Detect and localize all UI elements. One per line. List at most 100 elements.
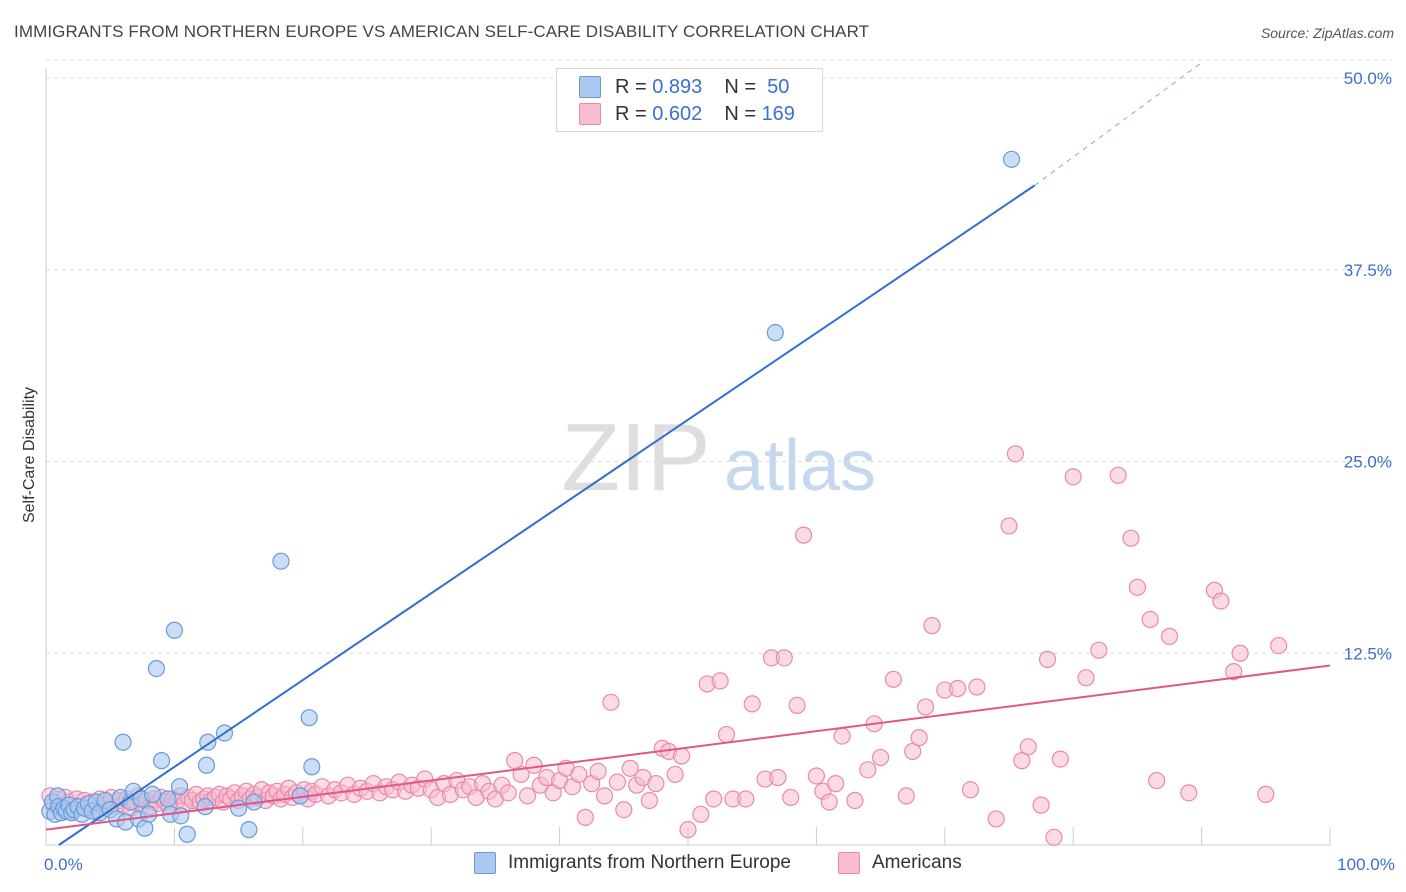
tick-labels: 12.5% 25.0% 37.5% 50.0% 0.0% 100.0% xyxy=(44,69,1395,874)
immigrants-point xyxy=(114,733,132,751)
americans-point xyxy=(782,788,800,807)
legend-n-value: 169 xyxy=(761,102,795,125)
americans-point xyxy=(1064,468,1082,486)
immigrants-point xyxy=(197,756,216,774)
americans-point xyxy=(576,808,594,826)
americans-point xyxy=(666,765,684,784)
legend-r-value: 0.602 xyxy=(652,102,703,125)
americans-point xyxy=(916,698,935,716)
americans-point xyxy=(1000,517,1018,535)
y-tick-label: 50.0% xyxy=(1344,69,1392,88)
americans-point xyxy=(679,821,697,839)
americans-point xyxy=(910,729,928,747)
immigrants-point xyxy=(766,324,784,342)
legend-n-label: N = xyxy=(724,102,756,125)
americans-point xyxy=(923,617,941,635)
americans-point xyxy=(833,727,851,745)
immigrants-point xyxy=(240,821,258,839)
americans-point xyxy=(1051,750,1069,768)
americans-point xyxy=(968,678,986,696)
chart-title: IMMIGRANTS FROM NORTHERN EUROPE VS AMERI… xyxy=(14,22,870,41)
stats-legend: R = 0.893 N = 50 R = 0.602 N = 169 xyxy=(556,68,823,132)
americans-point xyxy=(1109,466,1127,484)
immigrants-point xyxy=(165,621,183,639)
americans-point xyxy=(615,801,633,819)
americans-point xyxy=(1077,669,1095,687)
americans-point xyxy=(846,791,864,810)
legend-n-label: N = xyxy=(724,75,756,98)
legend-r-label: R = xyxy=(615,102,647,125)
immigrants-point xyxy=(1002,150,1021,168)
immigrants-point xyxy=(178,825,196,843)
americans-point xyxy=(1180,784,1198,802)
bottom-legend-americans: Americans xyxy=(838,852,962,874)
americans-point xyxy=(827,775,845,793)
americans-point xyxy=(1032,796,1050,814)
americans-point xyxy=(987,810,1005,828)
americans-point xyxy=(871,748,890,767)
americans-point xyxy=(1128,578,1147,596)
americans-point xyxy=(1160,627,1179,645)
americans-point xyxy=(1257,785,1275,803)
americans-point xyxy=(595,787,614,805)
immigrants-point xyxy=(196,798,214,816)
americans-point xyxy=(589,762,607,780)
grid-lines xyxy=(46,59,1392,654)
americans-point xyxy=(717,725,736,744)
americans-point xyxy=(499,784,517,802)
americans-point xyxy=(769,768,787,787)
americans-point xyxy=(570,765,588,784)
legend-swatch-blue xyxy=(579,76,601,98)
americans-point xyxy=(794,526,813,544)
americans-point xyxy=(705,790,723,808)
americans-point xyxy=(506,752,524,770)
immigrants-point xyxy=(140,805,158,823)
immigrants-point xyxy=(152,752,171,770)
americans-point xyxy=(961,781,980,799)
bottom-legend-immigrants: Immigrants from Northern Europe xyxy=(474,852,791,874)
y-tick-label: 12.5% xyxy=(1344,644,1392,663)
americans-point xyxy=(788,696,806,715)
immigrants-point xyxy=(230,799,248,817)
americans-point xyxy=(859,761,877,779)
americans-point xyxy=(737,790,755,808)
americans-point xyxy=(775,649,793,667)
x-tick-label: 0.0% xyxy=(44,855,83,874)
y-tick-label: 37.5% xyxy=(1344,261,1392,280)
americans-point xyxy=(1270,636,1288,655)
legend-swatch-pink xyxy=(579,103,601,125)
immigrants-point xyxy=(172,807,190,825)
y-tick-label: 25.0% xyxy=(1344,453,1392,472)
immigrants-trend-line xyxy=(58,184,1036,846)
americans-trend-line xyxy=(45,664,1331,831)
americans-point xyxy=(820,793,838,811)
americans-point xyxy=(897,787,915,805)
x-tick-label: 100.0% xyxy=(1337,855,1395,874)
immigrants-point xyxy=(159,790,177,808)
americans-point xyxy=(602,693,620,711)
immigrants-trend-extension xyxy=(1034,62,1202,186)
americans-point xyxy=(1006,445,1025,463)
americans-point xyxy=(1122,529,1140,547)
bottom-legend-label: Immigrants from Northern Europe xyxy=(508,852,791,873)
americans-point xyxy=(672,747,691,765)
americans-point xyxy=(518,787,537,805)
americans-point xyxy=(1090,641,1108,659)
americans-point xyxy=(711,672,729,690)
americans-point xyxy=(743,695,761,713)
americans-point xyxy=(904,742,922,761)
source-credit: Source: ZipAtlas.com xyxy=(1260,25,1394,41)
americans-point xyxy=(1141,610,1159,629)
trend-lines xyxy=(45,62,1331,846)
americans-point xyxy=(1019,738,1037,756)
americans-point xyxy=(1038,650,1057,668)
watermark-atlas: atlas xyxy=(724,426,876,506)
americans-point xyxy=(621,759,639,777)
americans-point xyxy=(640,791,659,810)
americans-point xyxy=(692,805,710,823)
legend-r-label: R = xyxy=(615,75,647,98)
legend-r-value: 0.893 xyxy=(652,75,703,98)
americans-point xyxy=(1212,592,1230,610)
